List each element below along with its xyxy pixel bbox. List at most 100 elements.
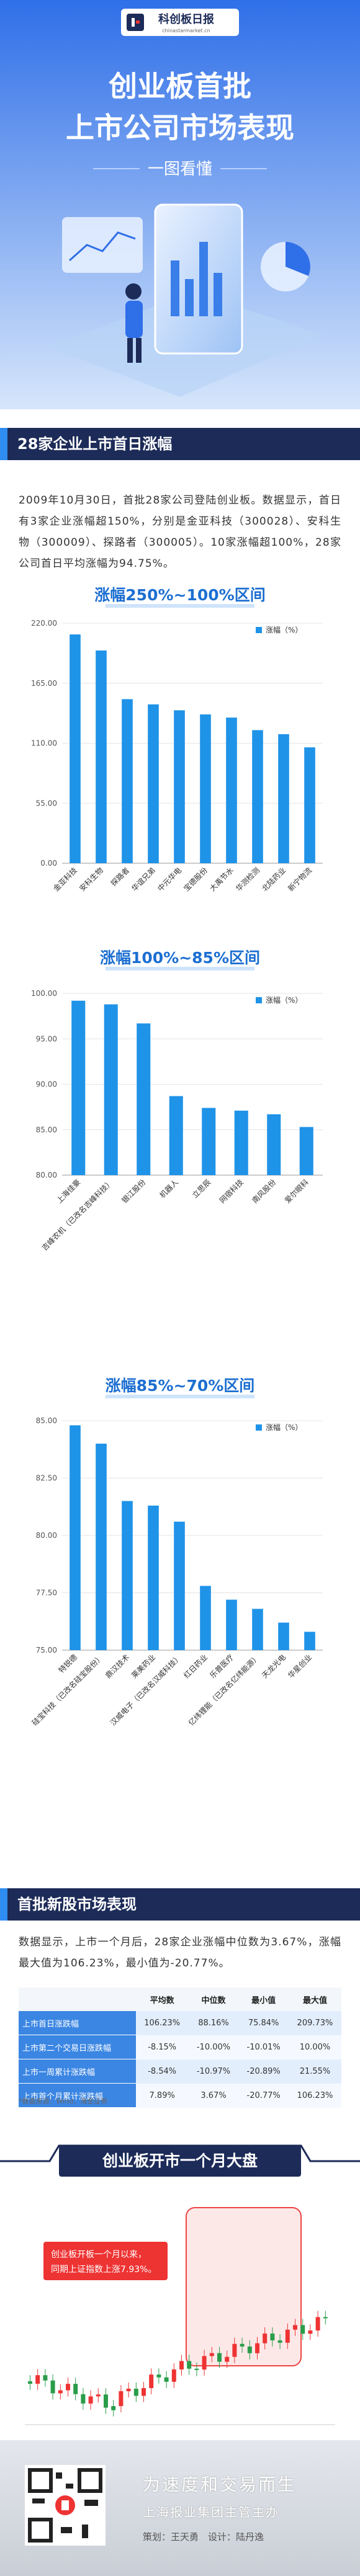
y-tick-label: 82.50 bbox=[36, 1474, 57, 1483]
table-cell: 7.89% bbox=[135, 2083, 189, 2108]
decor-candle bbox=[263, 2333, 268, 2343]
decor-candle bbox=[225, 2356, 230, 2362]
y-tick-label: 80.00 bbox=[36, 1171, 57, 1179]
legend-label: 涨幅（%） bbox=[266, 1423, 302, 1432]
annotation: 同期上证指数上涨7.93%。 bbox=[51, 2265, 156, 2275]
bar-chart: 涨幅85%~70%区间 75.00 77.50 80.00 82.50 85.00 涨幅（%… bbox=[30, 1377, 323, 1727]
y-tick-label: 77.50 bbox=[36, 1589, 57, 1597]
qr-dot bbox=[84, 2500, 98, 2506]
bar bbox=[202, 1108, 216, 1175]
decor-candle bbox=[315, 2317, 320, 2331]
decor-candle bbox=[73, 2384, 78, 2394]
header: 科创板日报 chinastarmarket.cn 创业板首批 上市公司市场表现 … bbox=[0, 0, 360, 409]
table-cell: -20.89% bbox=[238, 2059, 289, 2084]
table-cell: 上市首日涨跌幅 bbox=[19, 2011, 136, 2035]
table-cell: 209.73% bbox=[288, 2011, 341, 2035]
x-tick-label: 红日药业 bbox=[182, 1653, 210, 1681]
decor-candle bbox=[171, 2369, 176, 2382]
table-cell: 上市第二个交易日涨跌幅 bbox=[19, 2035, 136, 2059]
bar bbox=[148, 704, 159, 863]
title-line: 上市公司市场表现 bbox=[66, 111, 294, 144]
illustration-person bbox=[125, 283, 142, 300]
bar bbox=[169, 1096, 183, 1175]
decor-candle bbox=[35, 2375, 40, 2384]
annotation-box bbox=[43, 2242, 168, 2280]
x-tick-label: 华测检测 bbox=[234, 866, 262, 894]
x-tick-label: 华星创业 bbox=[286, 1653, 313, 1680]
x-tick-label: 宝德股份 bbox=[182, 866, 210, 894]
decor-candle bbox=[247, 2346, 252, 2353]
decor-candle bbox=[142, 2387, 146, 2396]
footer: 为速度和交易而生 上海报业集团主管主办 策划：王天勇 设计：陆丹逸 bbox=[0, 2440, 360, 2576]
x-tick-label: 华谊兄弟 bbox=[130, 866, 158, 894]
bar bbox=[234, 1110, 248, 1175]
bar bbox=[148, 1505, 159, 1650]
x-tick-label: 大禹节水 bbox=[208, 866, 235, 893]
market-illustration: 创业板开市一个月大盘 创业板开板一个月以来， 同期上证指数上涨7.93%。 bbox=[0, 2144, 360, 2425]
table-cell: 3.67% bbox=[188, 2083, 239, 2108]
subtitle: 一图看懂 bbox=[148, 160, 212, 179]
decor-candle bbox=[194, 2368, 199, 2370]
qr-code bbox=[25, 2465, 106, 2546]
decor-candle bbox=[308, 2330, 313, 2334]
decor-candle bbox=[293, 2325, 297, 2330]
illustration-bar bbox=[199, 242, 208, 316]
decor-candle bbox=[88, 2396, 93, 2404]
bar bbox=[122, 1501, 133, 1650]
decor-candle bbox=[81, 2394, 86, 2404]
bar bbox=[174, 710, 185, 863]
table-header-cell: 最小值 bbox=[238, 1988, 289, 2011]
bar bbox=[174, 1521, 185, 1650]
illustration-bar bbox=[214, 273, 222, 316]
bar bbox=[252, 730, 263, 863]
section-title: 创业板开市一个月大盘 bbox=[102, 2152, 258, 2170]
y-tick-label: 80.00 bbox=[36, 1531, 57, 1540]
bar bbox=[278, 734, 289, 863]
y-tick-label: 85.00 bbox=[36, 1126, 57, 1134]
bar bbox=[71, 1000, 86, 1175]
decor-candle bbox=[28, 2381, 32, 2384]
decor-candle bbox=[209, 2353, 214, 2356]
chart-title: 涨幅250%~100%区间 bbox=[94, 586, 265, 604]
table-cell: 88.16% bbox=[188, 2011, 239, 2035]
x-tick-label: 探路者 bbox=[109, 866, 131, 888]
bar bbox=[70, 634, 81, 863]
table-header-cell: 平均数 bbox=[135, 1988, 189, 2011]
decor-candle bbox=[156, 2374, 161, 2378]
slogan: 为速度和交易而生 bbox=[143, 2474, 297, 2495]
bar bbox=[299, 1127, 313, 1175]
decor-candle bbox=[164, 2377, 169, 2382]
annotation: 创业板开板一个月以来， bbox=[51, 2250, 146, 2260]
x-tick-label: 乐普医疗 bbox=[208, 1653, 235, 1680]
bar bbox=[137, 1023, 151, 1175]
y-tick-label: 0.00 bbox=[40, 859, 57, 868]
legend-label: 涨幅（%） bbox=[266, 995, 302, 1005]
y-tick-label: 75.00 bbox=[36, 1646, 57, 1654]
decor-candle bbox=[96, 2394, 101, 2397]
x-tick-label: 立思辰 bbox=[190, 1178, 212, 1200]
table-cell: -8.15% bbox=[135, 2035, 189, 2059]
bar-chart: 涨幅100%~85%区间 80.00 85.00 90.00 95.00 100.00 涨幅… bbox=[31, 949, 323, 1252]
table-header-row: 平均数 中位数 最小值 最大值 bbox=[19, 1988, 341, 2011]
x-tick-label: 中元华电 bbox=[156, 866, 184, 894]
highlight-box bbox=[186, 2207, 302, 2366]
x-tick-label: 上海佳豪 bbox=[55, 1178, 83, 1206]
bar bbox=[267, 1114, 281, 1175]
illustration-card bbox=[62, 217, 143, 273]
x-tick-label: 北陆药业 bbox=[260, 866, 288, 894]
decor-candle bbox=[277, 2340, 282, 2343]
decor-candle bbox=[179, 2361, 184, 2369]
qr-dot bbox=[61, 2527, 72, 2533]
title-line: 创业板首批 bbox=[109, 69, 251, 103]
decor-candle bbox=[300, 2325, 305, 2334]
decor-candle bbox=[240, 2343, 245, 2347]
bar bbox=[200, 714, 211, 863]
illustration-pie-slice bbox=[286, 242, 310, 276]
table-row: 上市一周累计涨跌幅 -8.54% -10.97% -20.89% 21.55% bbox=[19, 2059, 341, 2084]
table-cell: -10.00% bbox=[188, 2035, 239, 2059]
decor-candle bbox=[133, 2388, 138, 2396]
bar bbox=[252, 1609, 263, 1650]
y-tick-label: 100.00 bbox=[31, 989, 57, 998]
logo-icon-part bbox=[136, 20, 140, 24]
table-row: 上市第二个交易日涨跌幅 -8.15% -10.00% -10.01% 10.00% bbox=[19, 2035, 341, 2059]
